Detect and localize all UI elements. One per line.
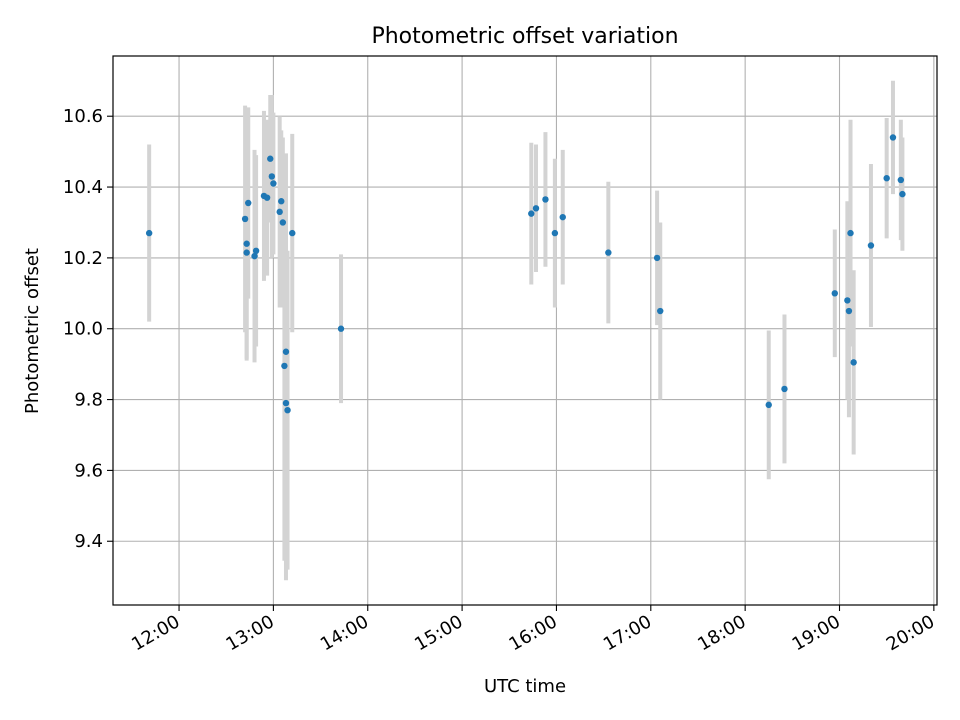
data-point xyxy=(268,173,276,180)
x-tick-label: 20:00 xyxy=(883,611,938,655)
data-point xyxy=(243,240,250,247)
data-point xyxy=(551,229,559,237)
x-axis: 12:00 13:00 14:00 15:00 16:00 17:00 18:00 19:00… xyxy=(128,605,938,655)
data-point xyxy=(559,213,566,221)
data-point xyxy=(243,249,250,256)
y-tick-label: 10.0 xyxy=(63,319,103,340)
grid xyxy=(113,56,937,605)
data-point xyxy=(542,196,549,203)
data-point xyxy=(278,198,285,205)
data-points xyxy=(145,134,906,414)
data-point xyxy=(844,297,851,304)
data-point xyxy=(241,215,249,223)
y-tick-label: 9.6 xyxy=(74,460,103,481)
data-point xyxy=(897,176,905,184)
y-tick-label: 10.2 xyxy=(63,248,103,269)
x-tick-label: 12:00 xyxy=(128,611,183,655)
x-tick-label: 14:00 xyxy=(317,611,372,655)
data-point xyxy=(270,180,277,187)
data-point xyxy=(267,155,274,162)
data-point xyxy=(251,252,258,260)
x-tick-label: 16:00 xyxy=(506,611,561,655)
data-point xyxy=(532,205,540,212)
data-point xyxy=(528,210,535,217)
data-point xyxy=(883,174,890,182)
y-axis: 9.4 9.6 9.8 10.0 10.2 10.4 10.6 xyxy=(63,106,113,552)
data-point xyxy=(899,190,906,198)
x-tick-label: 18:00 xyxy=(694,611,749,655)
data-point xyxy=(289,229,296,237)
data-point xyxy=(765,401,772,409)
data-point xyxy=(245,199,252,207)
y-tick-label: 10.4 xyxy=(63,177,103,198)
data-point xyxy=(781,385,788,393)
x-tick-label: 17:00 xyxy=(600,611,655,655)
data-point xyxy=(867,242,875,249)
data-point xyxy=(284,406,291,414)
x-tick-label: 15:00 xyxy=(411,611,466,655)
data-point xyxy=(252,247,260,255)
data-point xyxy=(847,229,854,237)
data-point xyxy=(889,134,897,141)
data-point xyxy=(282,399,290,407)
data-point xyxy=(337,325,345,332)
error-bars xyxy=(147,80,905,581)
y-axis-label: Photometric offset xyxy=(22,248,43,414)
data-point xyxy=(145,229,153,237)
data-point xyxy=(850,359,857,366)
x-axis-label: UTC time xyxy=(484,676,566,697)
y-tick-label: 9.8 xyxy=(74,390,103,411)
data-point xyxy=(653,254,661,262)
x-tick-label: 13:00 xyxy=(222,611,277,655)
chart-title: Photometric offset variation xyxy=(371,24,678,49)
data-point xyxy=(279,219,287,226)
data-point xyxy=(263,194,271,201)
data-point xyxy=(657,307,664,315)
plot-frame xyxy=(112,55,938,606)
data-point xyxy=(281,362,288,370)
data-point xyxy=(845,307,853,315)
x-tick-label: 19:00 xyxy=(789,611,844,655)
y-tick-label: 9.4 xyxy=(74,531,103,552)
data-point xyxy=(282,348,290,355)
data-point xyxy=(831,290,838,297)
data-point xyxy=(605,249,612,256)
data-point xyxy=(276,208,283,216)
y-tick-label: 10.6 xyxy=(63,106,103,127)
